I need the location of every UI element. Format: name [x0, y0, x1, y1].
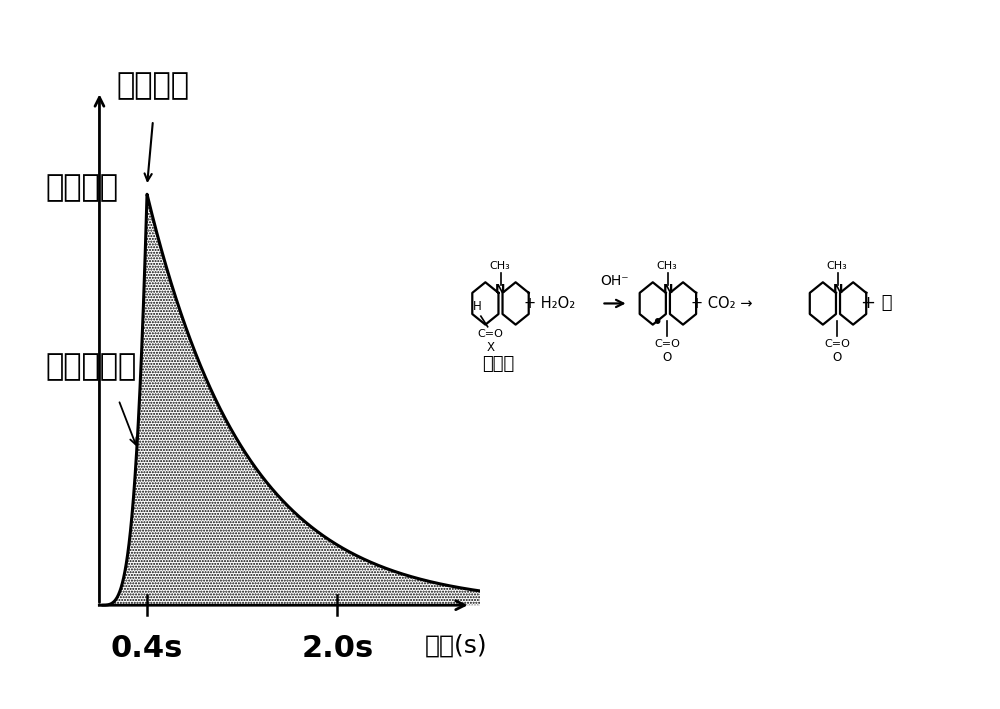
Text: H: H: [473, 300, 481, 313]
Text: 2.0s: 2.0s: [301, 634, 373, 663]
Text: 积分法测量: 积分法测量: [46, 352, 137, 381]
Text: OH⁻: OH⁻: [601, 274, 629, 289]
Text: N: N: [495, 283, 506, 296]
Text: + H₂O₂: + H₂O₂: [524, 296, 575, 311]
Text: N: N: [663, 283, 673, 296]
Text: O: O: [833, 351, 842, 364]
Text: CH₃: CH₃: [489, 261, 510, 271]
Text: O: O: [663, 351, 672, 364]
Text: •: •: [651, 313, 662, 332]
Text: 0.4s: 0.4s: [111, 634, 183, 663]
Text: C=O: C=O: [654, 339, 680, 349]
Text: N: N: [833, 283, 843, 296]
Text: C=O: C=O: [478, 329, 504, 339]
Text: C=O: C=O: [824, 339, 850, 349]
Text: + 光: + 光: [861, 294, 893, 313]
Text: CH₃: CH₃: [827, 261, 847, 271]
Text: X: X: [487, 342, 495, 354]
Text: 吁啨酵: 吁啨酵: [482, 354, 514, 373]
Text: 闪光尖峰: 闪光尖峰: [116, 71, 189, 100]
Text: CH₃: CH₃: [656, 261, 677, 271]
Text: 时间(s): 时间(s): [425, 634, 488, 658]
Text: + CO₂ →: + CO₂ →: [691, 296, 752, 311]
Text: 发光信号: 发光信号: [46, 174, 119, 203]
